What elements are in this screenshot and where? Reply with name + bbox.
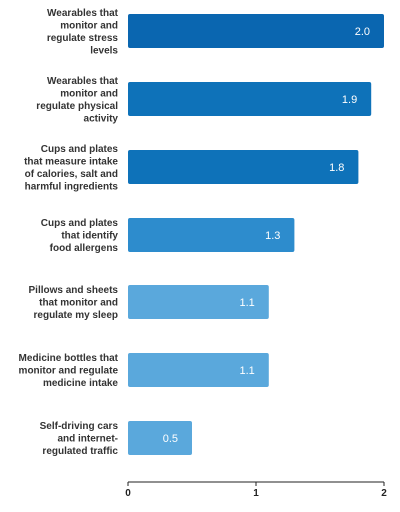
category-label-line: Self-driving cars (40, 421, 119, 432)
bar-group: 2.0 Wearables that monitor and regulate str… (47, 8, 384, 57)
x-tick-label: 2 (381, 488, 387, 499)
bar (128, 14, 384, 48)
x-tick-label: 0 (125, 488, 131, 499)
category-label-line: regulated traffic (42, 446, 118, 457)
category-label: Cups and plates that measure intake of cal… (24, 144, 118, 193)
bar (128, 285, 269, 319)
bar-group: 1.9 Wearables that monitor and regulate phy… (36, 76, 372, 125)
category-label-line: regulate stress (47, 33, 119, 44)
bar-value-label: 2.0 (355, 26, 370, 38)
category-label-line: Wearables that (47, 76, 119, 87)
bar-value-label: 1.9 (342, 94, 357, 106)
x-tick-label: 1 (253, 488, 259, 499)
category-label-line: levels (90, 45, 118, 56)
category-label-line: that identify (61, 231, 118, 242)
category-label-line: that monitor and (39, 298, 118, 309)
category-label-line: regulate my sleep (34, 310, 118, 321)
category-label: Cups and plates that identify food allerge… (41, 218, 119, 254)
category-label-line: food allergens (50, 243, 119, 254)
category-label-line: of calories, salt and (25, 169, 118, 180)
bar-group: 1.1 Medicine bottles that monitor and regu… (19, 353, 269, 389)
category-label-line: that measure intake (24, 156, 118, 167)
category-label-line: monitor and (60, 20, 118, 31)
bar (128, 353, 269, 387)
bar (128, 421, 192, 455)
bar-value-label: 1.1 (240, 365, 255, 377)
category-label-line: Cups and plates (41, 218, 119, 229)
category-label: Self-driving cars and internet-regulated … (40, 421, 119, 457)
bar (128, 218, 295, 252)
category-label: Pillows and sheets that monitor and regula… (29, 285, 119, 321)
bar-group: 1.1 Pillows and sheets that monitor and reg… (29, 285, 269, 321)
category-label: Medicine bottles that monitor and regulat… (19, 353, 119, 389)
bar (128, 82, 372, 116)
category-label-line: harmful ingredients (25, 181, 119, 192)
category-label-line: activity (84, 113, 119, 124)
category-label-line: monitor and (60, 88, 118, 99)
bar (128, 150, 359, 184)
category-label-line: Medicine bottles that (19, 353, 119, 364)
category-label: Wearables that monitor and regulate stress… (47, 8, 119, 57)
category-label-line: and internet- (57, 434, 118, 445)
bar-group: 1.8 Cups and plates that measure intake of … (24, 144, 359, 193)
bar-value-label: 1.8 (329, 162, 344, 174)
category-label-line: Cups and plates (41, 144, 119, 155)
category-label-line: medicine intake (43, 378, 118, 389)
bar-value-label: 0.5 (163, 433, 178, 445)
category-label-line: monitor and regulate (19, 366, 119, 377)
bar-value-label: 1.1 (240, 297, 255, 309)
category-label: Wearables that monitor and regulate physic… (36, 76, 118, 125)
bar-group: 1.3 Cups and plates that identify food alle… (41, 218, 295, 254)
category-label-line: Pillows and sheets (29, 285, 119, 296)
category-label-line: Wearables that (47, 8, 119, 19)
bar-value-label: 1.3 (265, 230, 280, 242)
bar-group: 0.5 Self-driving cars and internet-regulat… (40, 421, 192, 457)
category-label-line: regulate physical (36, 101, 118, 112)
